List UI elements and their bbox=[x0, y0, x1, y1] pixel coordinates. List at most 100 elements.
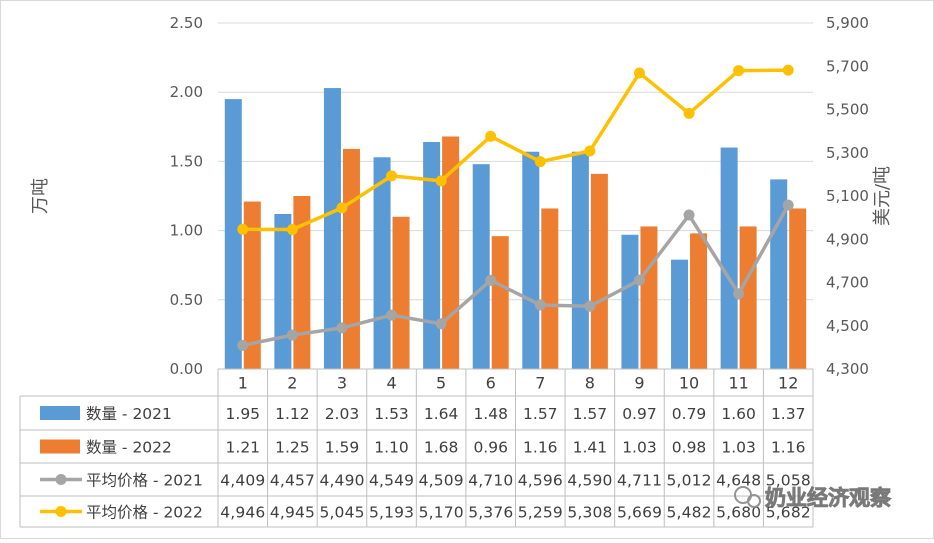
table-cell-value: 5,669 bbox=[617, 504, 662, 522]
bar-2021-10 bbox=[671, 259, 689, 369]
bar-2021-6 bbox=[472, 164, 490, 369]
price-point-2022-7 bbox=[534, 156, 546, 168]
table-cell-value: 1.16 bbox=[523, 439, 558, 457]
right-axis-tick-label: 5,500 bbox=[826, 101, 869, 119]
price-line-2022 bbox=[242, 68, 789, 232]
table-cell-value: 4,590 bbox=[567, 472, 612, 490]
table-cell-value: 0.79 bbox=[672, 405, 707, 423]
table-cell-value: 5,308 bbox=[567, 504, 612, 522]
legend-label: 数量 - 2022 bbox=[86, 439, 172, 457]
bar-2021-11 bbox=[720, 147, 738, 369]
table-cell-value: 4,711 bbox=[617, 472, 662, 490]
table-cell-value: 1.12 bbox=[275, 405, 310, 423]
price-point-2022-9 bbox=[633, 67, 645, 79]
table-cell-value: 5,482 bbox=[667, 504, 712, 522]
table-cell-value: 4,409 bbox=[220, 472, 265, 490]
table-cell-value: 4,509 bbox=[419, 472, 464, 490]
price-point-2021-2 bbox=[286, 329, 298, 341]
right-axis-title: 美元/吨 bbox=[872, 166, 893, 226]
table-cell-value: 1.37 bbox=[771, 405, 806, 423]
bar-2021-3 bbox=[323, 88, 341, 369]
left-axis-title: 万吨 bbox=[30, 178, 51, 214]
price-point-2022-8 bbox=[584, 145, 596, 157]
table-cell-value: 4,945 bbox=[270, 504, 315, 522]
table-cell-value: 0.96 bbox=[473, 439, 508, 457]
price-point-2021-4 bbox=[386, 309, 398, 321]
bar-2022-1 bbox=[243, 201, 261, 369]
legend-label: 平均价格 - 2022 bbox=[86, 504, 203, 522]
left-axis-tick-label: 2.00 bbox=[170, 83, 203, 101]
bar-2021-5 bbox=[423, 142, 441, 369]
bar-2022-7 bbox=[541, 208, 559, 369]
bar-2021-2 bbox=[274, 213, 292, 369]
table-cell-value: 1.53 bbox=[374, 405, 409, 423]
watermark: 奶业经济观察 bbox=[734, 486, 892, 510]
price-point-2021-10 bbox=[683, 209, 695, 221]
table-cell-value: 1.60 bbox=[721, 405, 756, 423]
category-label: 4 bbox=[386, 374, 396, 393]
table-cell-value: 1.57 bbox=[573, 405, 608, 423]
price-point-2022-2 bbox=[286, 224, 298, 236]
price-point-2022-12 bbox=[782, 64, 794, 76]
wechat-icon-secondary bbox=[747, 494, 761, 508]
watermark-text: 奶业经济观察 bbox=[765, 486, 892, 510]
price-point-2021-1 bbox=[237, 339, 249, 351]
bar-2021-7 bbox=[522, 151, 540, 369]
bar-2022-4 bbox=[392, 216, 410, 369]
legend-swatch-marker bbox=[55, 474, 67, 485]
table-cell-value: 5,193 bbox=[369, 504, 414, 522]
right-axis-tick-label: 5,300 bbox=[826, 144, 869, 162]
price-line-2021 bbox=[242, 204, 790, 348]
category-label: 2 bbox=[287, 374, 297, 393]
bar-2022-11 bbox=[739, 226, 757, 369]
table-cell-value: 1.64 bbox=[424, 405, 459, 423]
table-cell-value: 1.41 bbox=[573, 439, 608, 457]
price-point-2022-11 bbox=[733, 65, 745, 77]
table-cell-value: 1.10 bbox=[374, 439, 409, 457]
table-cell-value: 4,596 bbox=[518, 472, 563, 490]
category-label: 1 bbox=[238, 374, 248, 393]
price-point-2022-1 bbox=[237, 223, 249, 235]
table-cell-value: 1.68 bbox=[424, 439, 459, 457]
price-point-2022-6 bbox=[485, 130, 497, 142]
table-cell-value: 4,946 bbox=[220, 504, 265, 522]
price-point-2021-8 bbox=[584, 300, 596, 312]
price-point-2021-7 bbox=[534, 299, 546, 311]
category-label: 11 bbox=[728, 374, 748, 393]
price-point-2021-9 bbox=[633, 274, 645, 286]
table-cell-value: 1.16 bbox=[771, 439, 806, 457]
table-cell-value: 5,682 bbox=[766, 504, 811, 522]
legend-swatch-marker bbox=[55, 506, 67, 517]
table-cell-value: 5,170 bbox=[419, 504, 464, 522]
table-cell-value: 2.03 bbox=[325, 405, 360, 423]
bar-2022-10 bbox=[690, 233, 708, 369]
right-axis-tick-label: 4,300 bbox=[826, 360, 869, 378]
category-label: 3 bbox=[337, 374, 347, 393]
left-axis-tick-label: 2.50 bbox=[170, 14, 203, 32]
price-point-2021-6 bbox=[485, 274, 497, 286]
bar-2021-4 bbox=[373, 157, 391, 369]
table-cell-value: 4,457 bbox=[270, 472, 315, 490]
left-axis-tick-label: 1.00 bbox=[170, 222, 203, 240]
table-cell-value: 4,710 bbox=[468, 472, 513, 490]
table-cell-value: 5,045 bbox=[319, 504, 364, 522]
bar-2021-9 bbox=[621, 234, 639, 369]
table-cell-value: 1.25 bbox=[275, 439, 310, 457]
bar-2022-12 bbox=[789, 208, 807, 369]
table-cell-value: 5,058 bbox=[766, 472, 811, 490]
table-cell-value: 0.97 bbox=[622, 405, 657, 423]
category-label: 5 bbox=[436, 374, 446, 393]
table-cell-value: 1.95 bbox=[226, 405, 261, 423]
legend-label: 数量 - 2021 bbox=[86, 405, 172, 423]
right-axis-tick-label: 5,900 bbox=[826, 14, 869, 32]
right-axis-tick-label: 4,500 bbox=[826, 317, 869, 335]
table-cell-value: 4,490 bbox=[319, 472, 364, 490]
table-cell-value: 1.48 bbox=[473, 405, 508, 423]
right-axis-tick-label: 4,700 bbox=[826, 274, 869, 292]
bar-2022-8 bbox=[590, 173, 608, 369]
table-cell-value: 0.98 bbox=[672, 439, 707, 457]
bar-2022-2 bbox=[293, 196, 311, 369]
table-cell-value: 1.03 bbox=[721, 439, 756, 457]
